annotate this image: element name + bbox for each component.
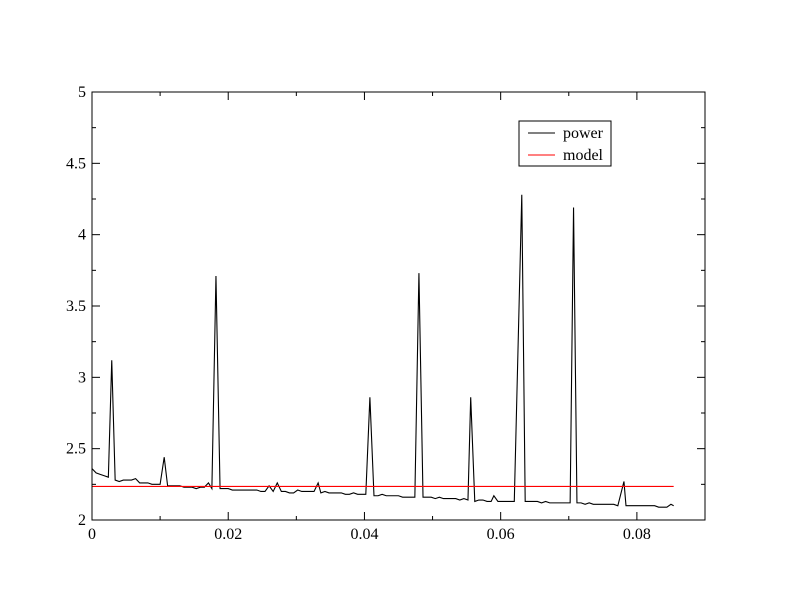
x-axis: 0 0.02 0.04 0.06 0.08 [88, 92, 651, 543]
y-tick-label: 2 [78, 512, 86, 529]
x-tick-label: 0.06 [487, 526, 515, 543]
y-tick-label: 3 [78, 369, 86, 386]
series-layer [91, 194, 674, 508]
legend-label-power: power [563, 125, 604, 142]
legend: power model [518, 120, 612, 167]
x-tick-label: 0.02 [214, 526, 242, 543]
x-tick-label: 0.04 [350, 526, 378, 543]
y-tick-label: 4 [78, 227, 86, 244]
y-axis: 2 2.5 3 3.5 4 4.5 5 [66, 84, 705, 529]
y-tick-label: 3.5 [66, 298, 86, 315]
y-tick-label: 2.5 [66, 441, 86, 458]
x-tick-label: 0 [88, 526, 96, 543]
plot-area [91, 194, 674, 508]
y-tick-label: 5 [78, 84, 86, 101]
series-line-power [91, 194, 674, 508]
legend-box [518, 120, 612, 167]
y-tick-label: 4.5 [66, 155, 86, 172]
x-tick-label: 0.08 [623, 526, 651, 543]
legend-label-model: model [563, 147, 604, 164]
